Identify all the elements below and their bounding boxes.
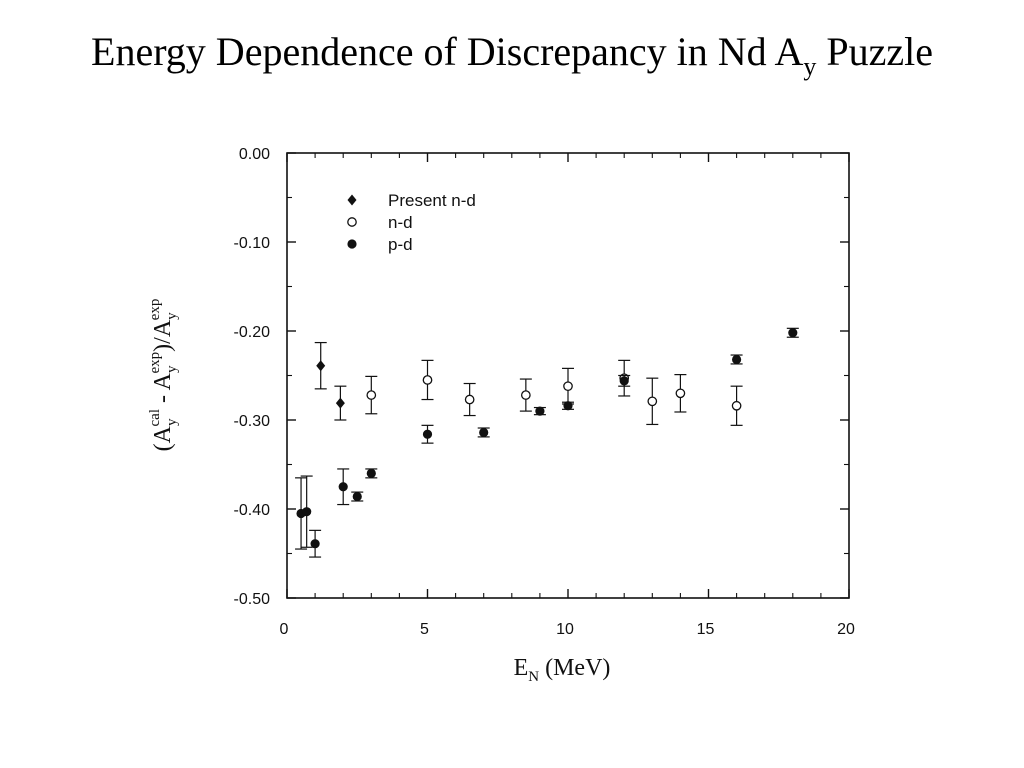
legend-label-present-n-d: Present n-d <box>388 191 476 210</box>
y-label-sub1: y <box>164 418 180 426</box>
x-label-base: E <box>514 655 529 681</box>
x-label-tail: (MeV) <box>539 655 610 681</box>
y-tick-label: -0.40 <box>234 502 271 519</box>
p-d-point <box>732 354 742 365</box>
p-d-point <box>338 482 348 492</box>
n-d-point <box>422 375 433 385</box>
x-tick-label: 0 <box>280 621 289 638</box>
y-label-sub3: y <box>164 312 180 320</box>
p-d-point <box>302 507 312 517</box>
x-tick-label: 10 <box>556 621 574 638</box>
axis-ticks <box>286 152 850 599</box>
x-axis-label: EN (MeV) <box>514 655 611 685</box>
p-d-point <box>535 406 545 416</box>
p-d-point <box>479 427 489 438</box>
x-label-sub: N <box>528 669 539 685</box>
y-tick-label: -0.20 <box>234 324 271 341</box>
y-label-p1: (A <box>150 425 176 451</box>
legend-marker-n-d <box>347 217 357 227</box>
y-tick-label: -0.50 <box>234 591 271 608</box>
y-tick-label: -0.10 <box>234 235 271 252</box>
y-label-p3: )/A <box>150 319 176 352</box>
x-tick-label: 5 <box>420 621 429 638</box>
present-n-d-point <box>335 397 345 409</box>
n-d-point <box>675 388 686 399</box>
slide-title: Energy Dependence of Discrepancy in Nd A… <box>0 28 1024 81</box>
p-d-point <box>619 376 629 386</box>
y-label-sup2: exp <box>147 352 163 374</box>
y-label-sup3: exp <box>147 299 163 321</box>
p-d-point <box>366 468 376 478</box>
p-d-point <box>310 539 320 549</box>
data-points <box>295 327 799 558</box>
legend: Present n-d n-d p-d <box>347 191 476 254</box>
x-tick-label: 20 <box>837 621 855 638</box>
y-tick-label: 0.00 <box>239 146 270 163</box>
n-d-point <box>647 396 658 407</box>
slide-title-tail: Puzzle <box>816 29 933 74</box>
p-d-point <box>352 491 362 502</box>
present-n-d-point <box>316 360 326 372</box>
n-d-point <box>731 400 742 411</box>
legend-marker-present-n-d <box>347 194 357 206</box>
axis-tick-labels: 0 5 10 15 20 0.00 -0.10 -0.20 -0.30 -0.40 -0.50 <box>234 146 855 638</box>
n-d-point <box>366 390 377 400</box>
p-d-point <box>788 328 798 338</box>
y-label-sub2: y <box>164 365 180 373</box>
n-d-point <box>464 394 475 405</box>
p-d-point <box>563 401 573 411</box>
slide-title-main: Energy Dependence of Discrepancy in Nd A <box>91 29 804 74</box>
y-tick-label: -0.30 <box>234 413 271 430</box>
legend-marker-p-d <box>347 239 357 249</box>
n-d-point <box>520 390 531 400</box>
y-axis-label: (Aycal - Ayexp)/Ayexp <box>147 299 180 452</box>
p-d-point <box>422 429 433 439</box>
legend-label-p-d: p-d <box>388 235 413 254</box>
x-tick-label: 15 <box>697 621 715 638</box>
slide-title-subscript: y <box>803 52 817 81</box>
y-label-p2: - A <box>150 372 176 409</box>
y-label-sup1: cal <box>147 409 163 426</box>
legend-label-n-d: n-d <box>388 213 413 232</box>
n-d-point <box>563 381 573 392</box>
